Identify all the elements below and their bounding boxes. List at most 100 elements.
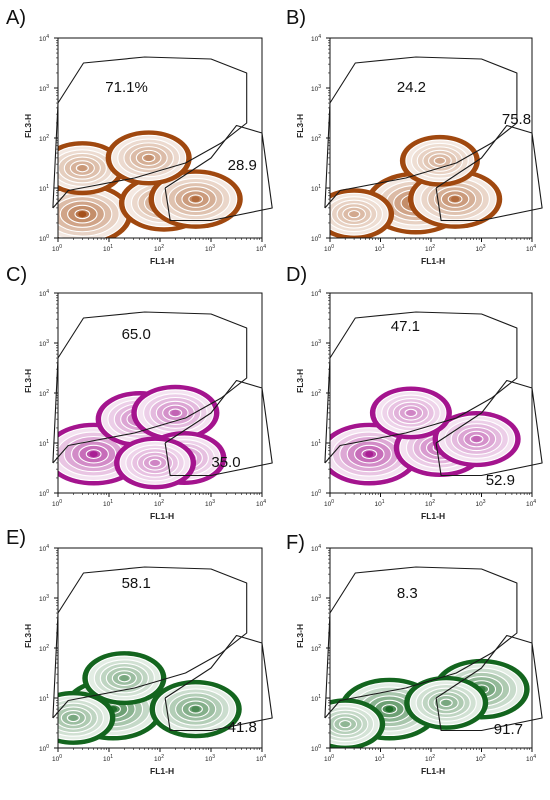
y-tick-label: 102 xyxy=(39,389,49,398)
gate-percent-upper: 65.0 xyxy=(122,326,151,343)
x-tick-label: 102 xyxy=(425,754,435,763)
x-tick-label: 103 xyxy=(205,499,215,508)
y-axis-label: FL3-H xyxy=(23,369,33,393)
density-layer xyxy=(330,658,530,748)
x-tick-label: 102 xyxy=(154,754,164,763)
panel-letter: D) xyxy=(286,264,307,286)
cluster-core xyxy=(78,211,87,218)
density-layer xyxy=(330,134,503,238)
x-tick-label: 100 xyxy=(52,499,62,508)
cluster-core xyxy=(451,196,460,203)
cluster-core xyxy=(120,675,129,682)
y-tick-label: 101 xyxy=(311,184,321,193)
y-tick-label: 103 xyxy=(311,339,321,348)
y-tick-label: 104 xyxy=(311,289,321,298)
gate-percent-lower-right: 28.9 xyxy=(228,157,257,174)
y-tick-label: 102 xyxy=(311,134,321,143)
gate-upper xyxy=(52,56,248,209)
x-tick-label: 104 xyxy=(526,244,536,253)
x-axis-label: FL1-H xyxy=(421,766,445,776)
gate-upper xyxy=(52,566,248,719)
x-tick-label: 104 xyxy=(256,244,266,253)
x-axis-label: FL1-H xyxy=(150,256,174,266)
gate-upper xyxy=(52,311,248,464)
y-tick-label: 101 xyxy=(39,439,49,448)
panel-letter: F) xyxy=(286,532,305,554)
y-tick-label: 101 xyxy=(39,184,49,193)
gate-lower-right xyxy=(435,124,543,222)
panel-letter: C) xyxy=(6,264,27,286)
x-tick-label: 101 xyxy=(375,244,385,253)
gate-percent-lower-right: 35.0 xyxy=(211,454,240,471)
density-cluster xyxy=(404,675,489,730)
density-cluster xyxy=(399,134,480,187)
density-cluster xyxy=(148,169,243,229)
cluster-core xyxy=(78,165,87,172)
gate-lower-right xyxy=(164,124,273,222)
x-tick-label: 103 xyxy=(476,754,486,763)
density-layer xyxy=(58,130,243,238)
x-tick-label: 101 xyxy=(103,754,113,763)
panel-letter: E) xyxy=(6,527,26,549)
gate-lower-right xyxy=(435,379,543,477)
x-tick-label: 103 xyxy=(205,244,215,253)
x-tick-label: 101 xyxy=(375,499,385,508)
y-tick-label: 102 xyxy=(39,644,49,653)
y-axis-label: FL3-H xyxy=(295,114,305,138)
y-tick-label: 101 xyxy=(311,439,321,448)
gate-percent-lower-right: 91.7 xyxy=(494,721,523,738)
cluster-core xyxy=(365,451,374,458)
y-tick-label: 100 xyxy=(311,489,321,498)
x-tick-label: 101 xyxy=(103,499,113,508)
density-cluster xyxy=(114,436,197,490)
x-axis-label: FL1-H xyxy=(150,511,174,521)
cluster-core xyxy=(442,699,451,706)
y-tick-label: 103 xyxy=(311,84,321,93)
panel-letter: A) xyxy=(6,7,26,29)
panel-letter: B) xyxy=(286,7,306,29)
gate-percent-lower-right: 52.9 xyxy=(486,472,515,489)
x-tick-label: 104 xyxy=(256,754,266,763)
x-tick-label: 102 xyxy=(425,499,435,508)
density-cluster xyxy=(105,130,192,186)
density-cluster xyxy=(58,182,133,238)
x-tick-label: 102 xyxy=(425,244,435,253)
y-tick-label: 103 xyxy=(39,594,49,603)
y-axis-label: FL3-H xyxy=(23,114,33,138)
y-axis-label: FL3-H xyxy=(23,624,33,648)
density-cluster xyxy=(58,141,125,196)
y-tick-label: 104 xyxy=(311,544,321,553)
density-cluster xyxy=(82,651,167,706)
cluster-core xyxy=(171,409,180,416)
gate-percent-upper: 8.3 xyxy=(397,585,418,602)
gate-lower-right xyxy=(164,634,273,732)
density-cluster xyxy=(432,410,521,468)
cluster-core xyxy=(144,154,153,161)
cluster-core xyxy=(191,706,200,713)
x-tick-label: 104 xyxy=(526,754,536,763)
x-tick-label: 100 xyxy=(52,754,62,763)
gate-upper xyxy=(324,56,518,209)
gate-percent-lower-right: 41.8 xyxy=(228,719,257,736)
cluster-core xyxy=(472,436,481,443)
x-tick-label: 103 xyxy=(205,754,215,763)
gate-percent-upper: 71.1% xyxy=(105,79,148,96)
x-tick-label: 104 xyxy=(256,499,266,508)
y-tick-label: 104 xyxy=(311,34,321,43)
density-cluster xyxy=(330,188,395,238)
gate-percent-upper: 58.1 xyxy=(122,575,151,592)
density-layer xyxy=(58,651,242,745)
x-tick-label: 100 xyxy=(324,754,334,763)
y-tick-label: 102 xyxy=(311,389,321,398)
x-axis-label: FL1-H xyxy=(421,256,445,266)
y-tick-label: 103 xyxy=(39,84,49,93)
x-tick-label: 100 xyxy=(324,244,334,253)
x-axis-label: FL1-H xyxy=(150,766,174,776)
